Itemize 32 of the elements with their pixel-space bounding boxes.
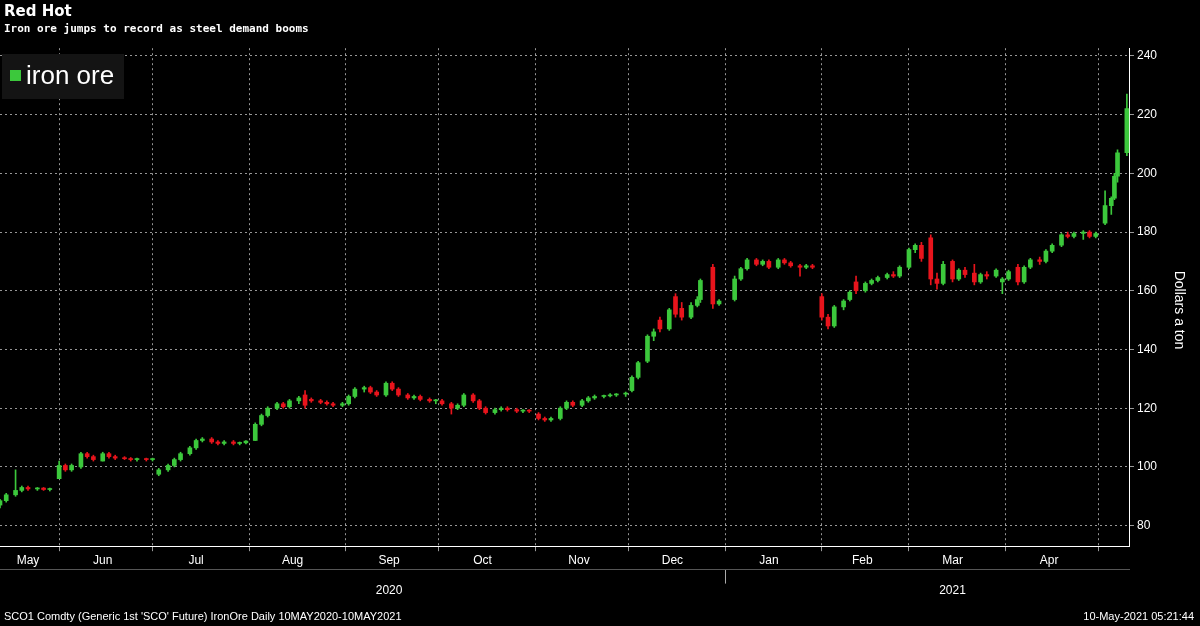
y-tick-label: 220 xyxy=(1136,106,1158,121)
y-tick-label: 160 xyxy=(1136,283,1158,298)
y-tick-label: 100 xyxy=(1136,459,1158,474)
x-tick-label: Oct xyxy=(473,552,493,567)
x-tick-label: Jun xyxy=(93,552,113,567)
candlestick xyxy=(1080,230,1086,240)
x-tick-label: Dec xyxy=(661,552,684,567)
chart-title: Red Hot xyxy=(4,2,72,20)
y-tick-label: 240 xyxy=(1136,48,1158,63)
y-tick-label: 180 xyxy=(1136,224,1158,239)
x-tick-label: Jan xyxy=(759,552,779,567)
x-tick-label: Sep xyxy=(378,552,401,567)
legend-label: iron ore xyxy=(26,60,115,91)
x2-tick-label: 2020 xyxy=(375,583,403,598)
y-tick-label: 80 xyxy=(1136,517,1151,532)
x-tick-label: Aug xyxy=(281,552,304,567)
x-tick-label: Feb xyxy=(851,552,873,567)
x2-tick-label: 2021 xyxy=(939,583,967,598)
y-axis-title: Dollars a ton xyxy=(1172,270,1188,350)
x-tick-label: Apr xyxy=(1039,552,1059,567)
text: 10-May-2021 05:21:44 xyxy=(1083,610,1194,622)
x-tick-label: Mar xyxy=(942,552,963,567)
y-tick-label: 120 xyxy=(1136,400,1158,415)
candlestick xyxy=(984,271,990,280)
x-tick-label: May xyxy=(16,552,40,567)
y-tick-label: 140 xyxy=(1136,341,1158,356)
y-tick-label: 200 xyxy=(1136,165,1158,180)
x-tick-label: Jul xyxy=(188,552,204,567)
candlestick xyxy=(1037,256,1043,265)
chart-subtitle: Iron ore jumps to record as steel demand booms xyxy=(4,22,309,35)
text: SCO1 Comdty (Generic 1st 'SCO' Future) IronOre Daily 10MAY2020-10MAY2021 xyxy=(4,610,402,622)
x-tick-label: Nov xyxy=(568,552,590,567)
